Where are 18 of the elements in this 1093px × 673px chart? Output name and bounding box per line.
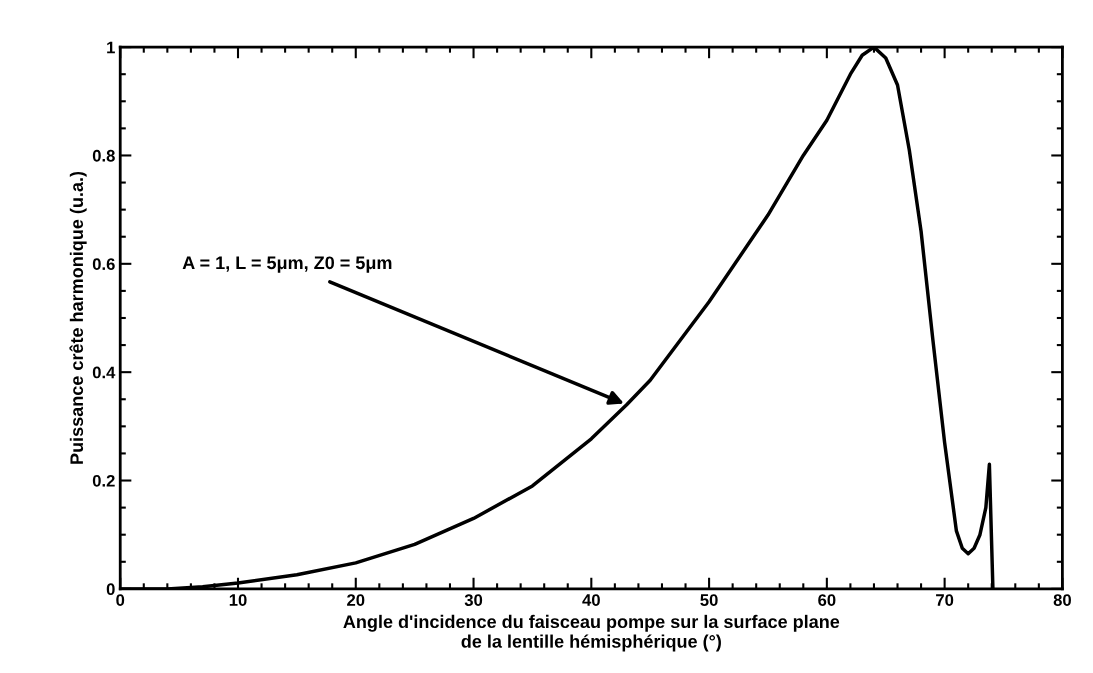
- x-tick-label: 70: [936, 594, 954, 606]
- y-axis-title: Puissance crête harmonique (u.a.): [69, 171, 87, 464]
- y-tick-label: 0.2: [92, 474, 115, 487]
- x-tick-label: 80: [1053, 594, 1071, 606]
- y-tick-label: 1: [107, 41, 115, 54]
- y-tick-label: 0.4: [92, 366, 116, 379]
- x-axis-title: Angle d'incidence du faisceau pompe sur la surface plane de la lentille hémisphérique (°): [343, 614, 840, 652]
- annotation: A = 1, L = 5μm, Z0 = 5μm: [182, 256, 392, 273]
- y-tick-label: 0: [106, 583, 115, 596]
- x-tick-label: 30: [464, 594, 483, 606]
- x-tick-label: 50: [700, 594, 718, 606]
- y-tick-label: 0.6: [92, 258, 115, 271]
- x-tick-label: 10: [229, 594, 247, 606]
- x-tick-label: 60: [818, 594, 836, 606]
- y-tick-label: 0.8: [92, 149, 115, 162]
- x-tick-label: 20: [347, 594, 365, 606]
- x-tick-label: 0: [116, 594, 125, 606]
- x-tick-label: 40: [582, 594, 600, 606]
